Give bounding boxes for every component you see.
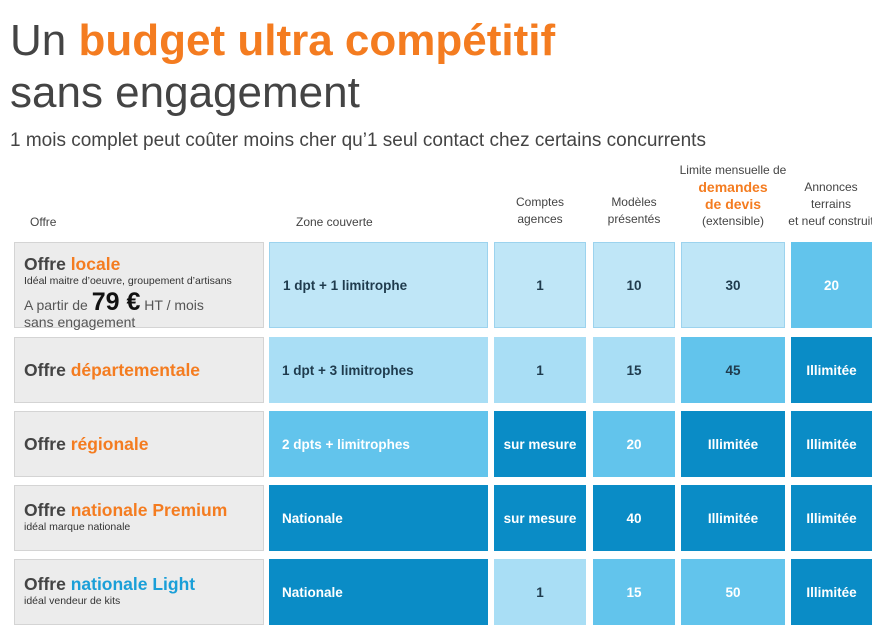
- offer-commitment: sans engagement: [24, 314, 136, 330]
- zone-cell: Nationale: [269, 485, 488, 551]
- offer-desc: idéal vendeur de kits: [24, 595, 121, 607]
- modeles-cell: 20: [593, 411, 675, 477]
- offer-name: Offre nationale Premium: [24, 500, 263, 521]
- offer-name: Offre nationale Light: [24, 574, 263, 595]
- offer-desc: Idéal maitre d’oeuvre, groupement d’arti…: [24, 275, 232, 287]
- annonces-cell: Illimitée: [791, 559, 872, 625]
- header-annonces: Annonces terrains et neuf construit: [788, 179, 872, 230]
- header-limite-line1: Limite mensuelle de: [679, 163, 787, 177]
- offer-name-highlight: locale: [70, 254, 121, 274]
- header-zone-label: Zone couverte: [296, 215, 373, 229]
- limite-cell: 45: [681, 337, 785, 403]
- price-value: 79 €: [91, 288, 141, 316]
- headline-highlight: budget ultra compétitif: [78, 16, 556, 65]
- headline-prefix: Un: [10, 16, 79, 65]
- zone-cell: Nationale: [269, 559, 488, 625]
- header-offre: Offre: [30, 214, 56, 231]
- zone-cell: 1 dpt + 3 limitrophes: [269, 337, 488, 403]
- header-comptes-line2: agences: [517, 212, 563, 226]
- offer-desc: idéal marque nationale: [24, 521, 131, 533]
- annonces-cell: Illimitée: [791, 411, 872, 477]
- header-limite-line4: (extensible): [701, 214, 765, 228]
- header-limite: Limite mensuelle de demandes de devis (e…: [676, 162, 790, 230]
- modeles-cell: 15: [593, 337, 675, 403]
- zone-cell: 1 dpt + 1 limitrophe: [269, 242, 488, 328]
- header-comptes-line1: Comptes: [515, 195, 565, 209]
- offer-departementale: Offre départementale: [14, 337, 264, 403]
- annonces-cell: Illimitée: [791, 485, 872, 551]
- offer-name: Offre départementale: [24, 360, 200, 381]
- header-modeles: Modèles présentés: [593, 194, 675, 228]
- comptes-cell: sur mesure: [494, 485, 586, 551]
- offer-nationale-premium: Offre nationale Premium idéal marque nat…: [14, 485, 264, 551]
- offer-name-prefix: Offre: [24, 574, 71, 594]
- header-zone: Zone couverte: [296, 214, 373, 231]
- comptes-cell: 1: [494, 337, 586, 403]
- annonces-cell: Illimitée: [791, 337, 872, 403]
- header-offre-label: Offre: [30, 215, 57, 229]
- header-comptes: Comptes agences: [494, 194, 586, 228]
- offer-name-prefix: Offre: [24, 433, 71, 454]
- limite-cell: 50: [681, 559, 785, 625]
- header-annonces-line1: Annonces: [804, 180, 858, 194]
- annonces-cell: 20: [791, 242, 872, 328]
- offer-name-highlight: nationale Premium: [70, 500, 228, 520]
- limite-cell: Illimitée: [681, 411, 785, 477]
- subtitle: 1 mois complet peut coûter moins cher qu…: [10, 130, 706, 151]
- offer-name-highlight: nationale Light: [70, 574, 196, 594]
- header-limite-line3: de devis: [704, 196, 762, 212]
- comptes-cell: sur mesure: [494, 411, 586, 477]
- offer-regionale: Offre régionale: [14, 411, 264, 477]
- price-suffix: HT / mois: [140, 297, 204, 313]
- header-annonces-line3: et neuf construit: [788, 214, 872, 228]
- offer-price: A partir de 79 € HT / mois: [24, 288, 263, 317]
- offer-nationale-light: Offre nationale Light idéal vendeur de k…: [14, 559, 264, 625]
- offer-name-highlight: régionale: [70, 433, 149, 454]
- header-modeles-line2: présentés: [607, 212, 661, 226]
- comptes-cell: 1: [494, 242, 586, 328]
- offer-name-highlight: départementale: [70, 359, 201, 380]
- limite-cell: Illimitée: [681, 485, 785, 551]
- headline-line2: sans engagement: [10, 68, 360, 117]
- zone-cell: 2 dpts + limitrophes: [269, 411, 488, 477]
- offer-name-prefix: Offre: [24, 500, 71, 520]
- offer-name: Offre régionale: [24, 434, 149, 455]
- headline: Un budget ultra compétitif: [10, 16, 555, 66]
- comptes-cell: 1: [494, 559, 586, 625]
- offer-name: Offre locale: [24, 254, 263, 275]
- header-annonces-line2: terrains: [810, 197, 851, 211]
- limite-cell: 30: [681, 242, 785, 328]
- modeles-cell: 15: [593, 559, 675, 625]
- offer-name-prefix: Offre: [24, 254, 71, 274]
- header-limite-line2: demandes: [698, 179, 768, 195]
- modeles-cell: 10: [593, 242, 675, 328]
- offer-name-prefix: Offre: [24, 359, 71, 380]
- offer-locale: Offre locale Idéal maitre d’oeuvre, grou…: [14, 242, 264, 330]
- modeles-cell: 40: [593, 485, 675, 551]
- price-prefix: A partir de: [24, 297, 92, 313]
- header-modeles-line1: Modèles: [611, 195, 657, 209]
